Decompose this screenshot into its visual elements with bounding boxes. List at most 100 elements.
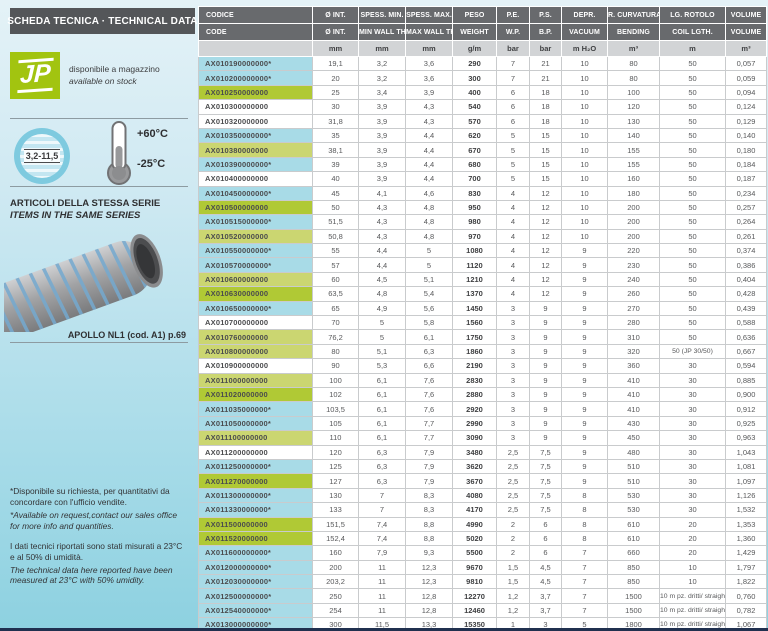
product-code-cell: AX011020000000 xyxy=(198,386,313,403)
hose-image xyxy=(0,228,184,338)
product-code-cell: AX010800000000 xyxy=(198,343,313,360)
value-cell: 50 xyxy=(659,300,726,317)
product-code-cell: AX010190000000* xyxy=(198,55,313,72)
value-cell: 6,1 xyxy=(358,401,406,417)
value-cell: 0,124 xyxy=(725,99,767,115)
value-cell: 6,1 xyxy=(358,415,406,432)
diameter-range-inner: 3,2-11,5 xyxy=(20,134,64,178)
value-cell: 50 xyxy=(659,214,726,230)
table-row: AX011250000000* 125 6,3 7,9 3620 2,5 7,5 9 510 30… xyxy=(198,458,767,475)
header-row-en: CODE Ø INT. MIN WALL TH. MAX WALL TH. WE… xyxy=(198,23,767,41)
diameter-range-label: 3,2-11,5 xyxy=(23,149,61,163)
value-cell: 3,9 xyxy=(358,171,406,187)
value-cell: 3090 xyxy=(452,430,497,446)
product-code-cell: AX011050000000* xyxy=(198,415,313,432)
value-cell: 1,353 xyxy=(725,516,767,532)
value-cell: 3 xyxy=(496,358,530,374)
series-title-en: ITEMS IN THE SAME SERIES xyxy=(10,210,141,221)
value-cell: 4,8 xyxy=(405,228,453,245)
value-cell: 320 xyxy=(607,343,660,360)
value-cell: 850 xyxy=(607,574,660,590)
product-code-cell: AX011100000000 xyxy=(198,430,313,446)
value-cell: 4,4 xyxy=(405,127,453,144)
value-cell: 610 xyxy=(607,530,660,547)
value-cell: 0,234 xyxy=(725,185,767,201)
product-code-cell: AX010700000000 xyxy=(198,315,313,331)
table-row: AX012030000000* 203,2 11 12,3 9810 1,5 4,5 7 850… xyxy=(198,574,767,590)
value-cell: 1,822 xyxy=(725,574,767,590)
value-cell: 5500 xyxy=(452,545,497,561)
value-cell: 30 xyxy=(659,401,726,417)
product-code-cell: AX010250000000 xyxy=(198,84,313,101)
value-cell: 310 xyxy=(607,329,660,345)
value-cell: 3 xyxy=(496,343,530,360)
value-cell: 7 xyxy=(561,559,608,576)
value-cell: 1,532 xyxy=(725,502,767,518)
value-cell: 50 xyxy=(659,329,726,345)
value-cell: 90 xyxy=(312,358,359,374)
value-cell: 3 xyxy=(496,386,530,403)
value-cell: 4170 xyxy=(452,502,497,518)
value-cell: 140 xyxy=(607,127,660,144)
value-cell: 30 xyxy=(659,444,726,460)
table-row: AX010300000000 30 3,9 4,3 540 6 18 10 120 50 0,124 xyxy=(198,99,767,115)
value-cell: 430 xyxy=(607,415,660,432)
product-code-cell: AX012030000000* xyxy=(198,574,313,590)
value-cell: 7 xyxy=(496,55,530,72)
value-cell: 12 xyxy=(529,286,562,302)
value-cell: 4,5 xyxy=(529,559,562,576)
value-cell: 65 xyxy=(312,300,359,317)
value-cell: 1860 xyxy=(452,343,497,360)
value-cell: 30 xyxy=(659,386,726,403)
value-cell: 3620 xyxy=(452,458,497,475)
value-cell: 9 xyxy=(529,386,562,403)
value-cell: 30 xyxy=(312,99,359,115)
value-cell: 7,6 xyxy=(405,386,453,403)
col-header: Ø INT. xyxy=(312,23,359,41)
value-cell: 1,360 xyxy=(725,530,767,547)
value-cell: 2830 xyxy=(452,372,497,388)
stock-info: JP disponibile a magazzino available on … xyxy=(10,52,160,99)
product-code-cell: AX011200000000 xyxy=(198,444,313,460)
product-code-cell: AX011000000000 xyxy=(198,372,313,388)
table-row: AX011520000000 152,4 7,4 8,8 5020 2 6 8 610 20 1,3… xyxy=(198,530,767,547)
table-row: AX010550000000* 55 4,4 5 1080 4 12 9 220 50 0,374 xyxy=(198,243,767,259)
value-cell: 3 xyxy=(496,372,530,388)
value-cell: 2 xyxy=(496,516,530,532)
value-cell: 3,4 xyxy=(358,84,406,101)
value-cell: 4 xyxy=(496,271,530,288)
value-cell: 152,4 xyxy=(312,530,359,547)
value-cell: 18 xyxy=(529,113,562,129)
product-code-cell: AX010515000000* xyxy=(198,214,313,230)
value-cell: 610 xyxy=(607,516,660,532)
table-row: AX010600000000 60 4,5 5,1 1210 4 12 9 240 50 0,404 xyxy=(198,271,767,288)
value-cell: 12,8 xyxy=(405,588,453,604)
value-cell: 5 xyxy=(496,142,530,158)
value-cell: 4 xyxy=(496,228,530,245)
value-cell: 15 xyxy=(529,171,562,187)
value-cell: 50 xyxy=(312,199,359,216)
value-cell: 7,6 xyxy=(405,401,453,417)
value-cell: 4,4 xyxy=(405,142,453,158)
unit-cell: m xyxy=(659,40,726,57)
table-row: AX010760000000 76,2 5 6,1 1750 3 9 9 310 50 0,636 xyxy=(198,329,767,345)
unit-cell: m H₂O xyxy=(561,40,608,57)
value-cell: 7,5 xyxy=(529,473,562,489)
value-cell: 510 xyxy=(607,473,660,489)
value-cell: 12,8 xyxy=(405,602,453,619)
value-cell: 9 xyxy=(561,257,608,273)
value-cell: 9 xyxy=(561,458,608,475)
value-cell: 4,4 xyxy=(358,243,406,259)
value-cell: 3,9 xyxy=(358,99,406,115)
value-cell: 7,5 xyxy=(529,487,562,504)
value-cell: 5 xyxy=(358,329,406,345)
value-cell: 10 m pz. dritti/ straight xyxy=(659,602,726,619)
value-cell: 9 xyxy=(561,401,608,417)
value-cell: 5 xyxy=(496,127,530,144)
value-cell: 9 xyxy=(561,315,608,331)
value-cell: 120 xyxy=(312,444,359,460)
value-cell: 5 xyxy=(358,315,406,331)
product-code-cell: AX010320000000 xyxy=(198,113,313,129)
value-cell: 9 xyxy=(561,386,608,403)
value-cell: 0,261 xyxy=(725,228,767,245)
